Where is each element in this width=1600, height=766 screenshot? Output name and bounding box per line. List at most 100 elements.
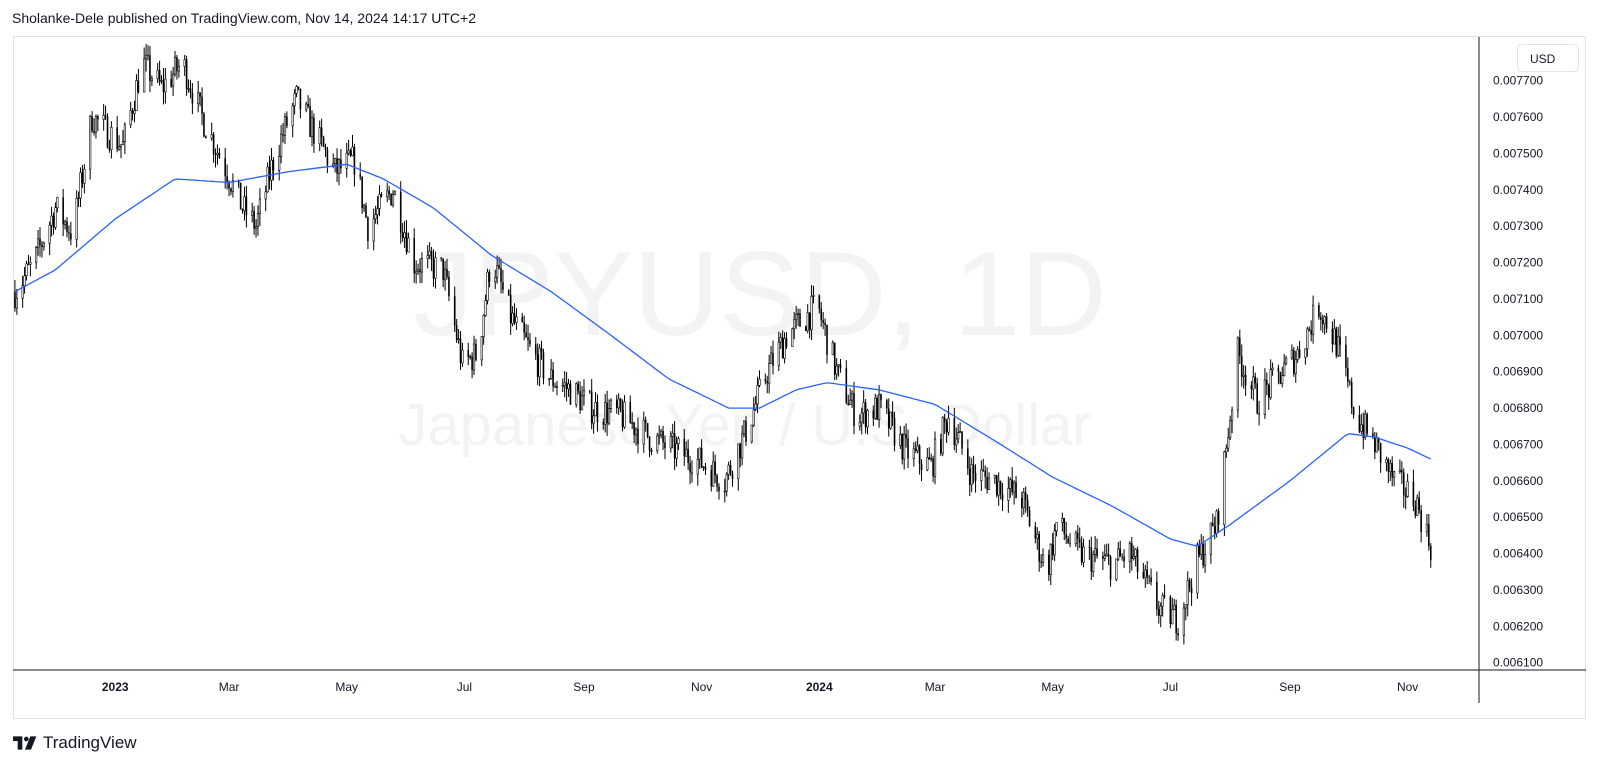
currency-selector[interactable]: USD xyxy=(1517,44,1579,72)
candle-body xyxy=(637,429,639,445)
candle-body xyxy=(808,312,811,330)
candle-body xyxy=(1142,571,1145,578)
candle-body xyxy=(887,408,890,429)
candle-body xyxy=(511,312,514,324)
candle-body xyxy=(1024,492,1027,501)
candle-body xyxy=(173,56,177,75)
candle-body xyxy=(149,55,151,81)
candle-body xyxy=(480,336,483,361)
candle-body xyxy=(334,158,337,165)
candle-body xyxy=(243,196,246,212)
candle-body xyxy=(877,394,881,420)
candle-body xyxy=(1335,328,1338,356)
candle-body xyxy=(839,364,842,369)
candle-body xyxy=(361,176,363,208)
candle-body xyxy=(561,385,564,387)
candle-body xyxy=(77,197,80,200)
candle-body xyxy=(521,316,524,323)
candle-body xyxy=(177,66,180,72)
candle-body xyxy=(266,166,269,193)
candle-body xyxy=(850,392,854,401)
watermark-symbol: JPYUSD, 1D xyxy=(413,227,1107,361)
candle-body xyxy=(872,410,875,419)
candle-body xyxy=(1266,379,1268,385)
candle-body xyxy=(876,398,878,420)
candle-body xyxy=(388,190,390,194)
candle-body xyxy=(405,232,408,253)
candle-body xyxy=(648,436,651,451)
candle-body xyxy=(987,477,991,490)
candle-body xyxy=(824,322,826,325)
candle-body xyxy=(143,58,146,93)
candle-body xyxy=(577,383,579,392)
candle-body xyxy=(972,464,975,473)
candle-body xyxy=(230,188,232,192)
candle-body xyxy=(419,269,421,273)
candle-body xyxy=(791,328,794,347)
candle-body xyxy=(420,258,424,273)
candle-body xyxy=(79,172,82,199)
candle-body xyxy=(660,430,663,436)
candle-body xyxy=(332,163,335,166)
candle-body xyxy=(1285,357,1288,364)
candle-body xyxy=(1310,330,1312,335)
candle-body xyxy=(1290,349,1293,359)
candle-body xyxy=(542,351,545,379)
x-tick-label: May xyxy=(335,680,358,694)
candle-body xyxy=(538,347,541,378)
candle-body xyxy=(56,197,59,208)
x-tick-label: 2023 xyxy=(102,680,129,694)
candle-body xyxy=(914,448,917,451)
candle-body xyxy=(714,461,716,476)
candle-body xyxy=(933,438,937,477)
candle-body xyxy=(1203,553,1207,566)
candle-body xyxy=(1362,424,1365,438)
candle-body xyxy=(164,78,167,93)
candle-body xyxy=(569,383,572,405)
candle-body xyxy=(1117,548,1120,560)
x-tick-label: Mar xyxy=(219,680,240,694)
candle-body xyxy=(1217,510,1220,525)
candle-body xyxy=(1132,556,1135,560)
candle-body xyxy=(664,442,666,448)
candle-body xyxy=(698,447,701,460)
candle-body xyxy=(197,92,200,104)
candle-body xyxy=(172,73,175,87)
candle-body xyxy=(523,322,525,333)
candle-body xyxy=(1333,328,1336,345)
candle-body xyxy=(631,422,634,424)
candle-body xyxy=(162,80,165,92)
candle-body xyxy=(1048,554,1050,575)
candle-body xyxy=(1022,492,1025,509)
candle-body xyxy=(1169,596,1172,624)
candle-body xyxy=(982,469,985,471)
candle-body xyxy=(1325,316,1328,329)
candle-body xyxy=(156,69,159,79)
candle-body xyxy=(176,57,178,72)
candle-body xyxy=(378,193,381,209)
candle-body xyxy=(313,117,315,144)
candle-body xyxy=(218,153,221,159)
x-tick-label: 2024 xyxy=(806,680,833,694)
candle-body xyxy=(502,282,504,290)
candle-body xyxy=(1134,549,1137,557)
candle-body xyxy=(214,154,217,156)
candle-body xyxy=(41,245,43,247)
candle-body xyxy=(567,383,570,390)
candle-body xyxy=(185,59,188,89)
candle-body xyxy=(83,168,86,184)
candle-body xyxy=(467,350,470,358)
candle-body xyxy=(903,434,906,460)
y-tick-label: 0.006600 xyxy=(1493,474,1543,488)
candle-body xyxy=(563,382,566,386)
candle-body xyxy=(1230,409,1234,422)
candle-body xyxy=(70,233,72,240)
candle-body xyxy=(742,420,746,435)
candle-body xyxy=(689,462,691,473)
candle-body xyxy=(116,127,118,150)
candle-body xyxy=(494,277,497,283)
candle-body xyxy=(1159,605,1162,616)
candle-body xyxy=(1418,497,1421,511)
candle-body xyxy=(1146,569,1149,577)
